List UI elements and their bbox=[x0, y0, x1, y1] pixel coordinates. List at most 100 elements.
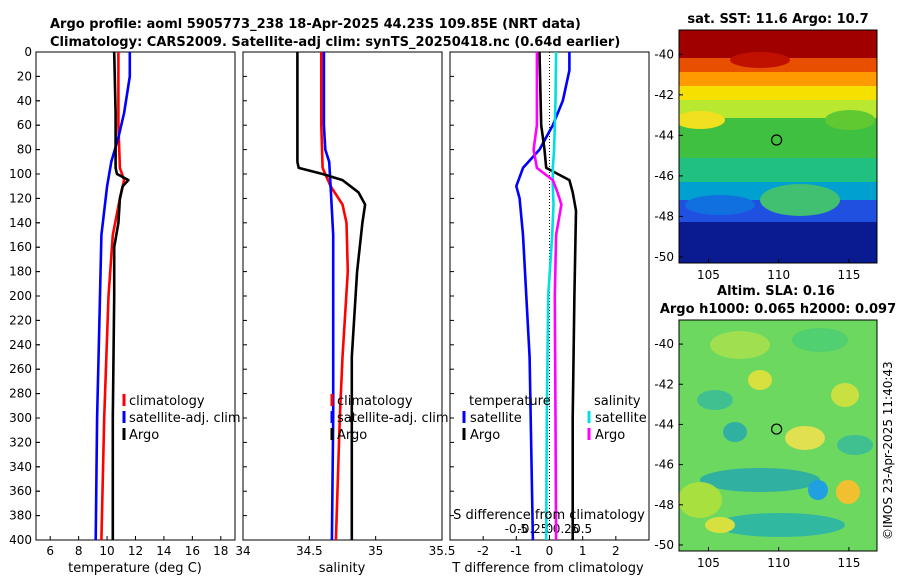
series-line-t-satellite bbox=[514, 52, 571, 541]
legend-label-s-argo: Argo bbox=[595, 428, 625, 443]
map-x-tick-label: 115 bbox=[837, 268, 860, 282]
map-y-tick-label: -50 bbox=[654, 538, 674, 552]
y-tick-label: 160 bbox=[9, 240, 32, 254]
x-tick-label: 18 bbox=[213, 544, 228, 558]
imos-stamp: ©IMOS 23-Apr-2025 11:40:43 bbox=[881, 361, 895, 540]
legend-label-t-argo: Argo bbox=[470, 428, 500, 443]
sla-map-title-line2: Argo h1000: 0.065 h2000: 0.097 bbox=[660, 302, 896, 317]
sst-map-frame bbox=[678, 29, 878, 264]
sla-map-image bbox=[679, 320, 877, 551]
sst-map-axes: 105 110 115 -40 -42 -44 -46 -48 -50 bbox=[654, 47, 860, 282]
y-tick-label: 120 bbox=[9, 191, 32, 205]
y-tick-label: 360 bbox=[9, 484, 32, 498]
map-y-tick-label: -50 bbox=[654, 250, 674, 264]
y-tick-label: 180 bbox=[9, 265, 32, 279]
y-tick-label: 400 bbox=[9, 533, 32, 547]
y-tick-label: 320 bbox=[9, 435, 32, 449]
x-tick-label: 35 bbox=[368, 544, 383, 558]
salinity-xlabel: salinity bbox=[319, 561, 366, 576]
map-x-tick-label: 105 bbox=[697, 556, 720, 570]
sst-map-image bbox=[679, 30, 877, 263]
argo-location-marker bbox=[770, 134, 783, 146]
x-tick-label: 14 bbox=[156, 544, 171, 558]
map-y-tick-label: -40 bbox=[654, 337, 674, 351]
map-y-tick-label: -48 bbox=[654, 209, 674, 223]
x-tick-label: 34.5 bbox=[296, 544, 323, 558]
legend-label-t-satellite: satellite bbox=[470, 411, 522, 426]
map-y-tick-label: -40 bbox=[654, 47, 674, 61]
legend-label-climatology: climatology bbox=[337, 394, 413, 409]
legend-label-climatology: climatology bbox=[129, 394, 205, 409]
x-tick-label: 2 bbox=[612, 544, 620, 558]
y-tick-label: 380 bbox=[9, 509, 32, 523]
x-tick-label: 8 bbox=[75, 544, 83, 558]
y-tick-label: 20 bbox=[17, 69, 32, 83]
s-diff-tick-label: -0.5 bbox=[505, 522, 528, 536]
legend-label-satellite: satellite-adj. clim bbox=[129, 411, 241, 426]
temperature-panel: 0 20 40 60 80 100 120 140 160 180 200 220 240 260 280 3… bbox=[9, 45, 454, 558]
map-y-tick-label: -46 bbox=[654, 169, 674, 183]
x-tick-label: 0 bbox=[546, 544, 554, 558]
x-tick-label: -1 bbox=[510, 544, 522, 558]
sla-map-frame bbox=[678, 319, 878, 552]
s-diff-tick-label: 0.5 bbox=[573, 522, 592, 536]
x-tick-label: 35.5 bbox=[429, 544, 456, 558]
map-x-tick-label: 105 bbox=[697, 268, 720, 282]
sla-map-axes: 105 110 115 -40 -42 -44 -46 -48 -50 bbox=[654, 337, 860, 570]
y-tick-label: 80 bbox=[17, 143, 32, 157]
y-tick-label: 100 bbox=[9, 167, 32, 181]
map-y-tick-label: -42 bbox=[654, 377, 674, 391]
series-line-argo bbox=[111, 51, 130, 540]
sst-map-title: sat. SST: 11.6 Argo: 10.7 bbox=[687, 12, 868, 27]
difference-legend-salinity: salinity satellite Argo bbox=[587, 394, 647, 443]
y-tick-label: 0 bbox=[24, 45, 32, 59]
series-line-s-argo bbox=[532, 52, 563, 541]
y-tick-label: 300 bbox=[9, 411, 32, 425]
series-line-climatology bbox=[319, 52, 350, 541]
x-tick-label: 12 bbox=[128, 544, 143, 558]
legend-title-temperature: temperature bbox=[469, 394, 551, 409]
figure-title-line1: Argo profile: aoml 5905773_238 18-Apr-20… bbox=[50, 17, 581, 32]
x-tick-label: 1 bbox=[579, 544, 587, 558]
y-tick-label: 280 bbox=[9, 387, 32, 401]
series-line-argo bbox=[296, 52, 367, 540]
temperature-legend: climatology satellite-adj. clim Argo bbox=[122, 394, 241, 443]
argo-location-marker bbox=[770, 423, 783, 435]
map-x-tick-label: 115 bbox=[837, 556, 860, 570]
s-diff-tick-label: 0 bbox=[546, 522, 554, 536]
difference-xlabel: T difference from climatology bbox=[451, 561, 644, 576]
map-y-tick-label: -42 bbox=[654, 88, 674, 102]
sla-map-title-line1: Altim. SLA: 0.16 bbox=[717, 284, 835, 299]
difference-panel: -2 -1 0 1 2-0.5-0.250 0.250.5 bbox=[477, 51, 620, 558]
legend-label-argo: Argo bbox=[129, 428, 159, 443]
map-y-tick-label: -44 bbox=[654, 128, 674, 142]
legend-label-argo: Argo bbox=[337, 428, 367, 443]
series-line-satellite-adj-clim bbox=[322, 52, 335, 541]
x-tick-label: -2 bbox=[477, 544, 489, 558]
x-tick-label: 6 bbox=[46, 544, 54, 558]
legend-label-satellite: satellite-adj. clim bbox=[337, 411, 449, 426]
salinity-legend: climatology satellite-adj. clim Argo bbox=[330, 394, 449, 443]
x-tick-label: 10 bbox=[99, 544, 114, 558]
temperature-axes-frame bbox=[35, 51, 236, 541]
figure-title-line2: Climatology: CARS2009. Satellite-adj cli… bbox=[50, 35, 620, 50]
map-x-tick-label: 110 bbox=[767, 268, 790, 282]
y-tick-label: 200 bbox=[9, 289, 32, 303]
map-y-tick-label: -44 bbox=[654, 417, 674, 431]
series-line-s-satellite bbox=[544, 51, 558, 541]
x-tick-label: 16 bbox=[185, 544, 200, 558]
salinity-panel: 34 34.5 35 35.5 bbox=[235, 52, 455, 558]
temperature-xlabel: temperature (deg C) bbox=[68, 561, 202, 576]
map-y-tick-label: -46 bbox=[654, 458, 674, 472]
salinity-axes-frame bbox=[242, 51, 443, 541]
y-tick-label: 260 bbox=[9, 362, 32, 376]
x-tick-label: 34 bbox=[235, 544, 250, 558]
y-tick-label: 340 bbox=[9, 460, 32, 474]
difference-legend-temperature: temperature satellite Argo bbox=[462, 394, 551, 443]
legend-label-s-satellite: satellite bbox=[595, 411, 647, 426]
difference-top-label: S difference from climatology bbox=[453, 508, 645, 523]
y-tick-label: 220 bbox=[9, 313, 32, 327]
y-tick-label: 140 bbox=[9, 216, 32, 230]
y-tick-label: 60 bbox=[17, 118, 32, 132]
legend-title-salinity: salinity bbox=[594, 394, 641, 409]
